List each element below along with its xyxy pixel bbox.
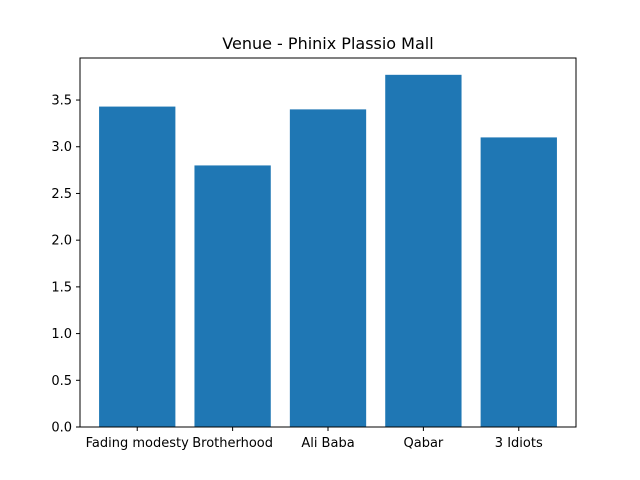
y-tick-label: 2.5 [51, 187, 72, 202]
bar-ali-baba [289, 109, 367, 427]
y-tick-label: 1.0 [51, 327, 72, 342]
plot-frame [79, 57, 577, 428]
x-axis: Fading modesty Brotherhood Ali Baba Qabar 3 … [86, 427, 543, 451]
y-tick-label: 3.0 [51, 140, 72, 155]
y-tick-label: 0.5 [51, 374, 72, 389]
x-tick-label: Ali Baba [301, 436, 354, 451]
y-tick-label: 1.5 [51, 280, 72, 295]
x-tick-label: Fading modesty [86, 436, 189, 451]
y-tick-label: 3.5 [51, 94, 72, 109]
bar-3-idiots [480, 137, 557, 427]
x-tick-label: Brotherhood [192, 436, 273, 451]
y-tick-label: 0.0 [51, 421, 72, 436]
bars-group [99, 74, 557, 427]
bar-qabar [385, 74, 462, 427]
x-tick-label: 3 Idiots [495, 436, 543, 451]
y-tick-label: 2.0 [51, 234, 72, 249]
x-tick-label: Qabar [404, 436, 444, 451]
y-axis: 0.0 0.5 1.0 1.5 2.0 2.5 3.0 3.5 [51, 94, 80, 436]
chart-title: Venue - Phinix Plassio Mall [222, 34, 433, 53]
bar-brotherhood [194, 165, 271, 427]
bar-fading-modesty [99, 106, 176, 427]
